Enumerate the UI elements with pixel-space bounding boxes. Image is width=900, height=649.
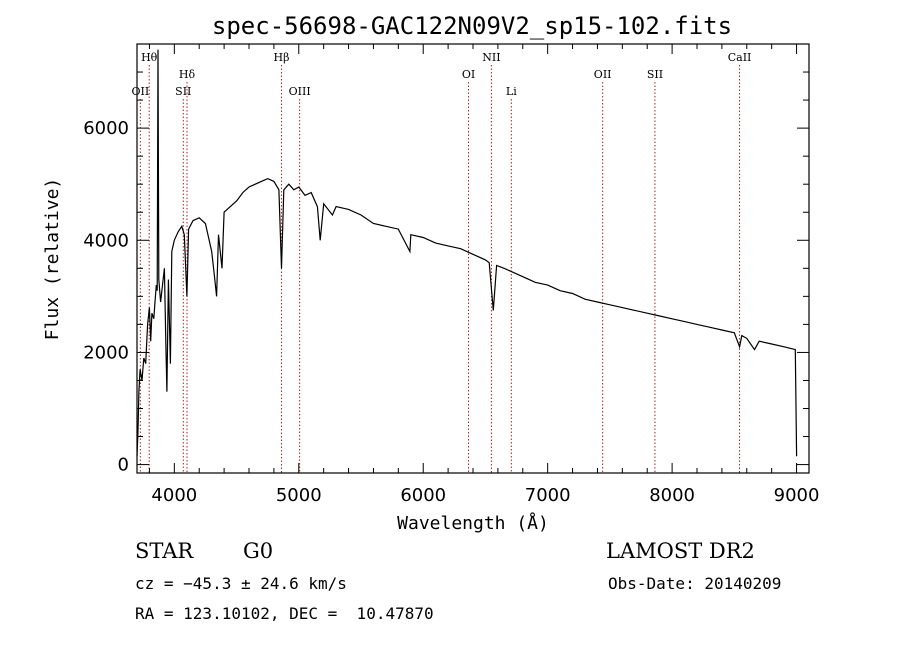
object-subclass: G0 — [243, 539, 274, 563]
x-tick-label: 9000 — [774, 485, 820, 506]
line-marker-label: Hβ — [274, 51, 290, 64]
line-marker-label: Hθ — [141, 51, 158, 64]
y-tick-label: 4000 — [83, 230, 129, 251]
line-marker-label: NII — [482, 51, 500, 64]
axes: 4000 5000 6000 7000 8000 9000 0 2000 4000 6000 — [83, 44, 819, 506]
line-marker-label: CaII — [728, 51, 752, 64]
x-tick-label: 8000 — [649, 485, 695, 506]
redshift-readout: cz = −45.3 ± 24.6 km/s — [135, 574, 347, 593]
line-marker-label: SII — [175, 85, 191, 98]
line-marker-label: OII — [594, 68, 612, 81]
line-marker-label: OIII — [289, 85, 311, 98]
line-marker-label: Li — [506, 85, 517, 98]
y-tick-label: 2000 — [83, 342, 129, 363]
plot-frame — [136, 43, 810, 474]
x-axis-label: Wavelength (Å) — [397, 512, 549, 534]
x-tick-label: 7000 — [525, 485, 571, 506]
line-marker-label: OI — [462, 68, 475, 81]
survey-name: LAMOST DR2 — [606, 539, 755, 563]
x-tick-label: 5000 — [276, 485, 322, 506]
line-marker-label: OII — [132, 85, 150, 98]
coordinates-readout: RA = 123.10102, DEC = 10.47870 — [135, 604, 434, 623]
x-tick-label: 6000 — [400, 485, 446, 506]
y-tick-label: 6000 — [83, 118, 129, 139]
y-tick-label: 0 — [118, 455, 129, 476]
line-marker-label: SII — [647, 68, 663, 81]
line-marker-label: Hδ — [179, 68, 196, 81]
x-tick-label: 4000 — [151, 485, 197, 506]
y-axis-label: Flux (relative) — [42, 178, 63, 341]
object-class: STAR — [135, 539, 194, 563]
chart-title: spec-56698-GAC122N09V2_sp15-102.fits — [212, 12, 732, 40]
spectrum-line — [136, 49, 798, 457]
emission-line-markers: OII Hθ SII Hδ Hβ OIII OI NII Li OII SII CaII — [132, 51, 752, 473]
observation-date: Obs-Date: 20140209 — [608, 574, 782, 593]
